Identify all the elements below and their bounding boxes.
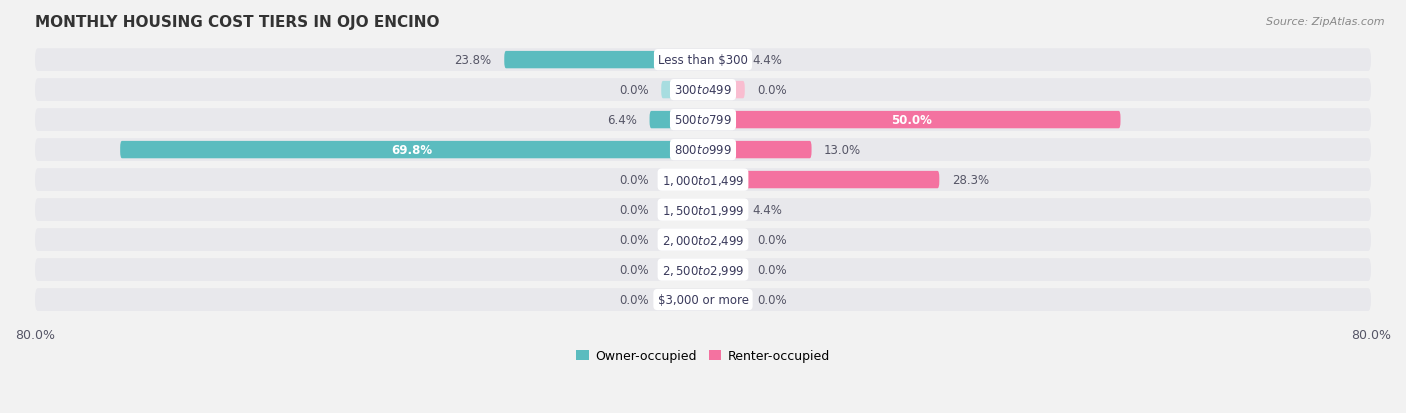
FancyBboxPatch shape — [120, 142, 703, 159]
Text: Less than $300: Less than $300 — [658, 54, 748, 67]
FancyBboxPatch shape — [35, 229, 1371, 252]
Text: $1,000 to $1,499: $1,000 to $1,499 — [662, 173, 744, 187]
Text: 23.8%: 23.8% — [454, 54, 492, 67]
Text: $500 to $799: $500 to $799 — [673, 114, 733, 127]
FancyBboxPatch shape — [505, 52, 703, 69]
Text: 0.0%: 0.0% — [619, 293, 648, 306]
Text: 6.4%: 6.4% — [607, 114, 637, 127]
FancyBboxPatch shape — [35, 288, 1371, 311]
FancyBboxPatch shape — [703, 261, 745, 278]
FancyBboxPatch shape — [35, 49, 1371, 72]
Text: Source: ZipAtlas.com: Source: ZipAtlas.com — [1267, 17, 1385, 26]
Text: 4.4%: 4.4% — [752, 204, 782, 216]
FancyBboxPatch shape — [35, 169, 1371, 192]
Text: 0.0%: 0.0% — [758, 263, 787, 276]
Text: 0.0%: 0.0% — [758, 233, 787, 247]
FancyBboxPatch shape — [703, 171, 939, 189]
FancyBboxPatch shape — [703, 291, 745, 309]
Text: 69.8%: 69.8% — [391, 144, 432, 157]
FancyBboxPatch shape — [35, 259, 1371, 281]
Text: $1,500 to $1,999: $1,500 to $1,999 — [662, 203, 744, 217]
FancyBboxPatch shape — [703, 231, 745, 249]
FancyBboxPatch shape — [35, 109, 1371, 132]
FancyBboxPatch shape — [661, 261, 703, 278]
Text: 50.0%: 50.0% — [891, 114, 932, 127]
Text: 0.0%: 0.0% — [619, 204, 648, 216]
Text: $2,500 to $2,999: $2,500 to $2,999 — [662, 263, 744, 277]
FancyBboxPatch shape — [35, 139, 1371, 161]
Text: 4.4%: 4.4% — [752, 54, 782, 67]
Text: $300 to $499: $300 to $499 — [673, 84, 733, 97]
FancyBboxPatch shape — [703, 82, 745, 99]
FancyBboxPatch shape — [35, 79, 1371, 102]
Text: 0.0%: 0.0% — [758, 84, 787, 97]
FancyBboxPatch shape — [661, 82, 703, 99]
Text: 0.0%: 0.0% — [619, 263, 648, 276]
Legend: Owner-occupied, Renter-occupied: Owner-occupied, Renter-occupied — [571, 344, 835, 367]
FancyBboxPatch shape — [650, 112, 703, 129]
FancyBboxPatch shape — [703, 112, 1121, 129]
Text: $2,000 to $2,499: $2,000 to $2,499 — [662, 233, 744, 247]
Text: 0.0%: 0.0% — [619, 173, 648, 187]
Text: 0.0%: 0.0% — [619, 233, 648, 247]
FancyBboxPatch shape — [703, 142, 811, 159]
FancyBboxPatch shape — [661, 171, 703, 189]
Text: $3,000 or more: $3,000 or more — [658, 293, 748, 306]
FancyBboxPatch shape — [35, 199, 1371, 221]
Text: 28.3%: 28.3% — [952, 173, 988, 187]
Text: $800 to $999: $800 to $999 — [673, 144, 733, 157]
FancyBboxPatch shape — [661, 231, 703, 249]
FancyBboxPatch shape — [661, 202, 703, 219]
FancyBboxPatch shape — [703, 52, 740, 69]
Text: MONTHLY HOUSING COST TIERS IN OJO ENCINO: MONTHLY HOUSING COST TIERS IN OJO ENCINO — [35, 15, 440, 30]
Text: 0.0%: 0.0% — [619, 84, 648, 97]
FancyBboxPatch shape — [703, 202, 740, 219]
Text: 0.0%: 0.0% — [758, 293, 787, 306]
Text: 13.0%: 13.0% — [824, 144, 862, 157]
FancyBboxPatch shape — [661, 291, 703, 309]
